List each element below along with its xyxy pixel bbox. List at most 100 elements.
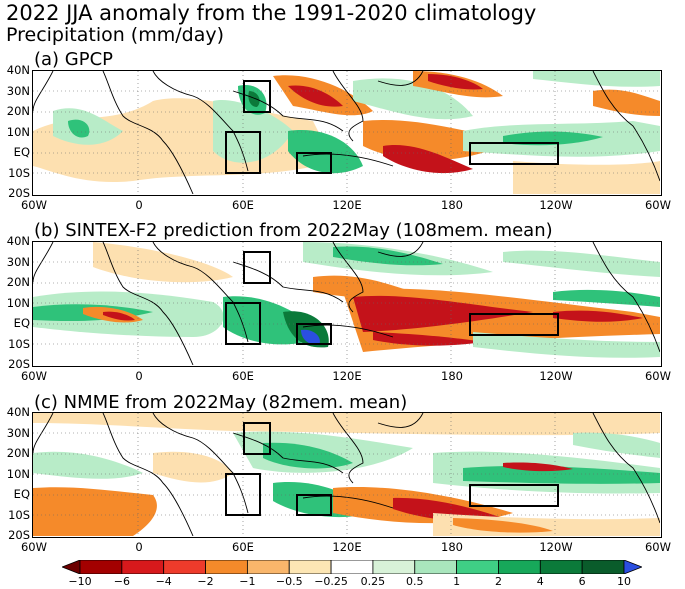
figure-title: 2022 JJA anomaly from the 1991-2020 clim…: [6, 1, 537, 25]
colorbar-segment: [498, 560, 541, 574]
panel-c-anomaly-fill: [33, 413, 660, 536]
anomaly-shade: [463, 465, 660, 484]
lat-label-c: 30N: [6, 426, 30, 440]
colorbar-tick-label: −2: [197, 575, 214, 588]
colorbar-tick-label: −10: [68, 575, 92, 588]
anomaly-shade: [33, 487, 157, 536]
lon-label-b: 0: [135, 369, 143, 383]
colorbar-tick-label: −6: [113, 575, 130, 588]
anomaly-shade: [263, 442, 353, 469]
index-box-west-indian-ocean: [225, 131, 261, 174]
colorbar-tick-label: −0.5: [275, 575, 303, 588]
lat-label-a: 20N: [6, 104, 30, 118]
anomaly-shade: [93, 242, 233, 283]
panel-a-coastlines: [33, 71, 660, 194]
panel-b-coastlines: [33, 242, 660, 365]
index-box-arabian-sea-north: [243, 80, 271, 113]
coastline: [302, 324, 394, 338]
colorbar-segment: [79, 560, 123, 574]
lon-label-a: 60W: [20, 198, 48, 212]
lat-label-a: 20S: [8, 186, 30, 200]
anomaly-shade: [453, 518, 553, 533]
coastline: [102, 71, 194, 194]
colorbar-segment: [414, 560, 458, 574]
coastline: [592, 413, 660, 524]
index-box-central-pacific: [469, 313, 559, 336]
anomaly-shade: [103, 311, 135, 321]
anomaly-shade: [428, 74, 483, 90]
lon-label-b: 60E: [232, 369, 254, 383]
lat-label-a: 30N: [6, 84, 30, 98]
index-box-arabian-sea-north: [243, 422, 271, 455]
anomaly-shade: [333, 246, 443, 266]
coastline: [232, 432, 344, 474]
index-box-west-indian-ocean: [225, 302, 261, 345]
lon-label-c: 60E: [232, 540, 254, 554]
index-box-arabian-sea-north: [243, 251, 271, 284]
anomaly-shade: [533, 71, 660, 87]
coastline: [302, 153, 394, 167]
anomaly-shade: [573, 432, 660, 458]
lat-label-c: EQ: [13, 487, 30, 501]
colorbar-tick-label: 10: [617, 575, 631, 588]
lon-label-a: 120W: [539, 198, 573, 212]
lat-label-a: 10S: [8, 166, 30, 180]
colorbar-tick-label: −1: [239, 575, 256, 588]
lon-label-b: 60W: [644, 369, 672, 383]
colorbar-tick-label: 2: [494, 575, 502, 588]
colorbar-segment: [62, 560, 81, 574]
colorbar-segment: [205, 560, 248, 574]
lon-label-a: 60E: [232, 198, 254, 212]
coastline: [102, 242, 194, 365]
lon-label-a: 60W: [644, 198, 672, 212]
lat-label-c: 20N: [6, 446, 30, 460]
anomaly-shade: [503, 250, 660, 277]
lat-label-b: EQ: [13, 316, 30, 330]
lon-label-a: 0: [135, 198, 143, 212]
lon-label-b: 120E: [332, 369, 362, 383]
anomaly-shade: [33, 413, 660, 436]
coastline: [33, 242, 54, 283]
coastline: [152, 242, 249, 343]
anomaly-shade: [353, 78, 473, 120]
coastline: [152, 71, 249, 172]
lat-label-b: 30N: [6, 255, 30, 269]
lat-label-a: EQ: [13, 145, 30, 159]
coastline: [302, 495, 394, 509]
anomaly-shade: [301, 329, 320, 346]
anomaly-shade: [513, 161, 660, 194]
anomaly-shade: [288, 130, 363, 174]
coastline: [102, 413, 194, 536]
lat-label-a: 10N: [6, 125, 30, 139]
lon-label-c: 60W: [644, 540, 672, 554]
lon-label-c: 120E: [332, 540, 362, 554]
anomaly-shade: [393, 497, 503, 522]
anomaly-shade: [248, 91, 260, 107]
anomaly-shade: [553, 310, 643, 322]
coastline: [332, 413, 364, 484]
colorbar-segment: [456, 560, 499, 574]
lon-label-c: 0: [135, 540, 143, 554]
lon-label-c: 120W: [539, 540, 573, 554]
colorbar-tick-label: 6: [578, 575, 586, 588]
lat-label-b: 10N: [6, 296, 30, 310]
coastline: [232, 90, 344, 132]
lat-label-c: 10N: [6, 467, 30, 481]
panel-a-index-boxes: [225, 80, 559, 174]
lat-label-b: 20N: [6, 275, 30, 289]
lon-label-b: 60W: [20, 369, 48, 383]
colorbar-tick-label: −4: [155, 575, 172, 588]
coastline: [232, 261, 344, 303]
lat-label-c: 40N: [6, 405, 30, 419]
lat-label-a: 40N: [6, 63, 30, 77]
lon-label-c: 60W: [20, 540, 48, 554]
panel-c-index-boxes: [225, 422, 559, 516]
panel-a-map: [32, 70, 662, 196]
anomaly-shade: [353, 295, 533, 332]
index-box-east-indian-ocean: [296, 494, 332, 516]
anomaly-shade: [383, 145, 473, 174]
colorbar-segment: [288, 560, 332, 574]
index-box-central-pacific: [469, 142, 559, 165]
panel-a-label: (a) GPCP: [32, 49, 116, 70]
anomaly-shade: [593, 89, 660, 116]
